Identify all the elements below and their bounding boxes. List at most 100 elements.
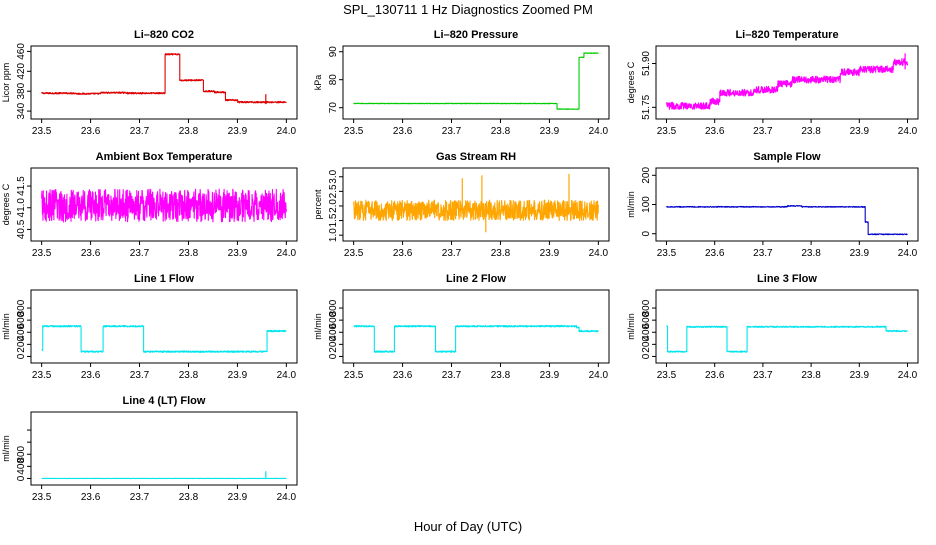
x-tick-label: 23.5 xyxy=(32,248,52,259)
x-tick-label: 23.6 xyxy=(81,370,101,381)
x-tick-label: 24.0 xyxy=(898,126,918,137)
panel-title: Line 3 Flow xyxy=(757,273,817,285)
series-line xyxy=(666,59,907,110)
x-tick-label: 23.7 xyxy=(442,370,462,381)
x-tick-label: 23.9 xyxy=(228,492,248,503)
x-tick-label: 23.5 xyxy=(344,370,364,381)
y-tick-label: 51.75 xyxy=(641,94,652,119)
x-tick-label: 24.0 xyxy=(277,492,297,503)
plot-frame xyxy=(656,168,918,241)
panel-title: Ambient Box Temperature xyxy=(96,151,233,163)
x-tick-label: 23.8 xyxy=(179,126,199,137)
x-tick-label: 23.6 xyxy=(705,248,725,259)
plot-frame xyxy=(31,46,297,119)
y-axis-label: kPa xyxy=(313,75,323,91)
y-tick-label: 51.90 xyxy=(641,51,652,76)
x-tick-label: 23.7 xyxy=(130,370,150,381)
y-axis-label: Licor ppm xyxy=(1,63,11,103)
y-axis-label: degrees C xyxy=(1,183,11,225)
series-line xyxy=(354,53,599,110)
x-tick-label: 23.8 xyxy=(491,370,511,381)
x-tick-label: 23.8 xyxy=(801,370,821,381)
series-line xyxy=(42,325,287,352)
y-tick-label: 80 xyxy=(328,74,339,86)
panel-title: Li–820 Pressure xyxy=(434,29,518,41)
figure-title: SPL_130711 1 Hz Diagnostics Zoomed PM xyxy=(343,2,593,17)
x-tick-label: 23.9 xyxy=(228,126,248,137)
y-tick-label: 0 xyxy=(328,353,339,359)
x-tick-label: 23.8 xyxy=(491,248,511,259)
x-tick-label: 24.0 xyxy=(898,248,918,259)
x-tick-label: 23.9 xyxy=(540,370,560,381)
series-line xyxy=(666,326,907,352)
x-tick-label: 23.7 xyxy=(753,370,773,381)
y-tick-label: 0 xyxy=(641,353,652,359)
y-tick-label: 40.5 xyxy=(16,219,27,239)
panel-6: Sample Flow 23.5 23.6 23.7 23.8 23.9 24.0 0 100 2… xyxy=(626,151,918,259)
y-tick-label: 460 xyxy=(16,43,27,60)
x-tick-label: 23.9 xyxy=(850,370,870,381)
x-tick-label: 23.8 xyxy=(179,248,199,259)
x-tick-label: 23.9 xyxy=(850,248,870,259)
x-tick-label: 24.0 xyxy=(589,126,609,137)
y-tick-label: 0 xyxy=(16,475,27,481)
x-tick-label: 24.0 xyxy=(589,370,609,381)
x-tick-label: 23.6 xyxy=(393,126,413,137)
x-tick-label: 23.5 xyxy=(344,126,364,137)
series-line xyxy=(354,325,599,352)
y-tick-label: 340 xyxy=(16,102,27,119)
x-tick-label: 23.7 xyxy=(753,248,773,259)
y-tick-label: 1.0 xyxy=(328,228,339,242)
y-tick-label: 2.0 xyxy=(328,199,339,213)
plot-frame xyxy=(343,46,609,119)
x-tick-label: 24.0 xyxy=(277,248,297,259)
x-tick-label: 23.5 xyxy=(657,126,677,137)
x-tick-label: 23.9 xyxy=(540,248,560,259)
y-axis-label: degrees C xyxy=(626,61,636,103)
y-tick-label: 800 xyxy=(16,299,27,316)
x-tick-label: 23.5 xyxy=(657,248,677,259)
x-tick-label: 23.5 xyxy=(32,126,52,137)
y-tick-label: 100 xyxy=(641,196,652,213)
y-tick-label: 2.5 xyxy=(328,184,339,198)
x-tick-label: 24.0 xyxy=(589,248,609,259)
x-tick-label: 23.7 xyxy=(753,126,773,137)
y-axis-label: ml/min xyxy=(1,435,11,462)
x-tick-label: 23.8 xyxy=(179,370,199,381)
x-tick-label: 23.5 xyxy=(344,248,364,259)
x-tick-label: 23.6 xyxy=(705,126,725,137)
panel-title: Line 1 Flow xyxy=(134,273,194,285)
x-tick-label: 23.9 xyxy=(228,370,248,381)
x-tick-label: 23.5 xyxy=(32,492,52,503)
panel-title: Li–820 CO2 xyxy=(134,29,194,41)
panel-title: Sample Flow xyxy=(753,151,821,163)
y-tick-label: 0 xyxy=(641,230,652,236)
x-tick-label: 23.6 xyxy=(81,248,101,259)
x-tick-label: 23.6 xyxy=(393,370,413,381)
panel-title: Li–820 Temperature xyxy=(735,29,838,41)
y-axis-label: ml/min xyxy=(313,313,323,340)
x-tick-label: 23.5 xyxy=(32,370,52,381)
y-tick-label: 70 xyxy=(328,102,339,114)
x-tick-label: 23.8 xyxy=(491,126,511,137)
y-axis-label: percent xyxy=(313,189,323,220)
x-tick-label: 23.8 xyxy=(179,492,199,503)
panel-title: Gas Stream RH xyxy=(436,151,516,163)
y-tick-label: 41.0 xyxy=(16,198,27,218)
series-line xyxy=(42,189,287,222)
x-tick-label: 23.6 xyxy=(81,126,101,137)
y-tick-label: 200 xyxy=(641,167,652,184)
y-axis-label: ml/min xyxy=(626,191,636,218)
y-tick-label: 380 xyxy=(16,82,27,99)
figure-xlabel: Hour of Day (UTC) xyxy=(414,519,522,534)
x-tick-label: 24.0 xyxy=(277,126,297,137)
x-tick-label: 23.6 xyxy=(705,370,725,381)
x-tick-label: 23.8 xyxy=(801,248,821,259)
